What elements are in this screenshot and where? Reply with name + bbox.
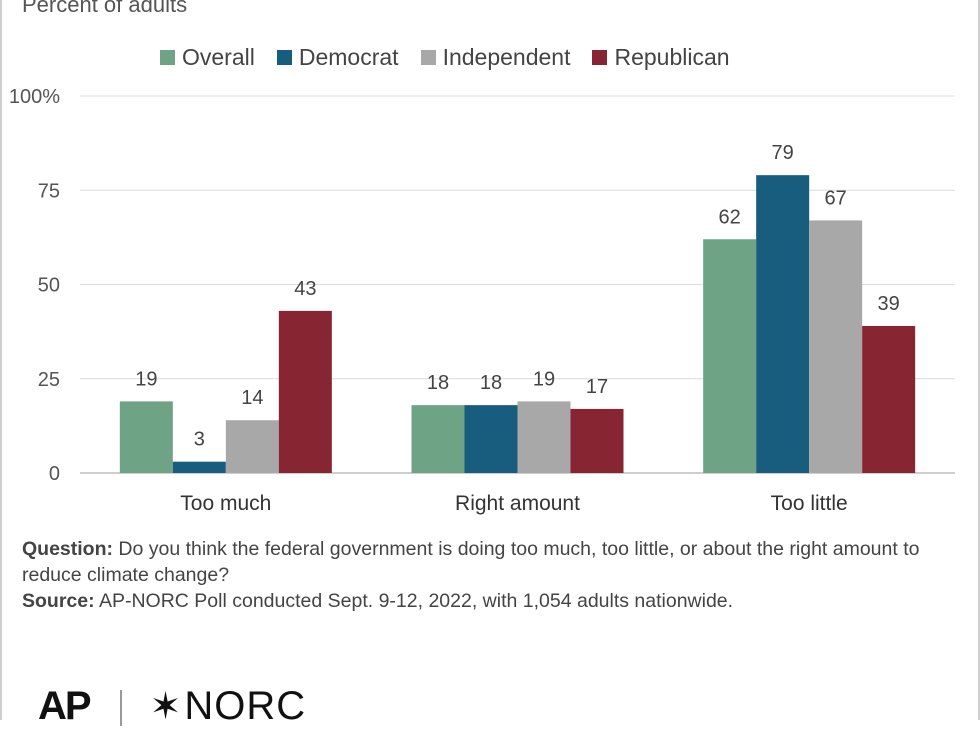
source-note: Source: AP-NORC Poll conducted Sept. 9-1… [22,588,952,614]
question-note: Question: Do you think the federal gover… [22,536,952,588]
chart-legend: Overall Democrat Independent Republican [160,44,730,71]
question-text: Do you think the federal government is d… [22,538,920,586]
bar [862,325,916,473]
x-category-label: Right amount [455,492,580,515]
bar [119,401,173,473]
bar [225,420,279,473]
data-label: 3 [194,429,205,451]
legend-swatch [420,50,436,65]
data-label: 67 [825,187,847,209]
chart-subtitle: Percent of adults [22,0,188,17]
legend-item-republican: Republican [592,44,730,71]
left-border [0,0,2,720]
bar [411,405,465,473]
data-label: 14 [241,387,263,409]
data-label: 17 [586,376,608,398]
x-category-label: Too much [180,492,271,515]
y-tick-label: 0 [49,463,60,485]
bar [809,220,863,473]
legend-item-independent: Independent [420,44,571,71]
legend-swatch [592,50,608,65]
data-label: 18 [427,372,449,394]
legend-item-democrat: Democrat [276,44,399,71]
y-tick-label: 100% [9,86,60,108]
question-label: Question: [22,538,113,560]
source-text: AP-NORC Poll conducted Sept. 9-12, 2022,… [98,590,734,612]
right-border [978,0,980,720]
legend-label: Independent [442,44,571,70]
bar [756,175,810,474]
data-label: 79 [772,142,794,164]
data-label: 62 [719,206,741,228]
y-tick-label: 75 [38,180,60,202]
legend-label: Republican [614,44,730,70]
chart-notes: Question: Do you think the federal gover… [22,536,952,614]
norc-star-icon: ✶ [149,686,183,728]
y-tick-label: 50 [38,275,60,297]
norc-logo: ✶NORC [150,684,307,729]
source-label: Source: [22,590,95,612]
bar-chart: 0 25 50 75 100% 19 3 14 43 Too much 18 18 19 17 Right … [9,86,955,515]
bar [703,239,757,473]
legend-swatch [276,50,292,65]
legend-label: Overall [182,44,255,70]
x-category-label: Too little [771,492,848,515]
norc-logo-text: NORC [184,684,307,728]
logo-bar: AP ✶NORC [38,684,306,728]
ap-logo: AP [38,684,92,728]
logo-divider [119,690,122,726]
data-label: 18 [480,372,502,394]
data-label: 43 [294,278,316,300]
bar [278,310,332,473]
bar [570,408,624,473]
data-label: 39 [878,293,900,315]
legend-swatch [160,50,175,65]
bar [172,461,226,473]
data-label: 19 [135,368,157,390]
bar [517,401,571,473]
y-tick-label: 25 [38,369,60,391]
bar [464,405,518,473]
legend-label: Democrat [298,44,399,70]
data-label: 19 [533,368,555,390]
legend-item-overall: Overall [160,44,255,71]
